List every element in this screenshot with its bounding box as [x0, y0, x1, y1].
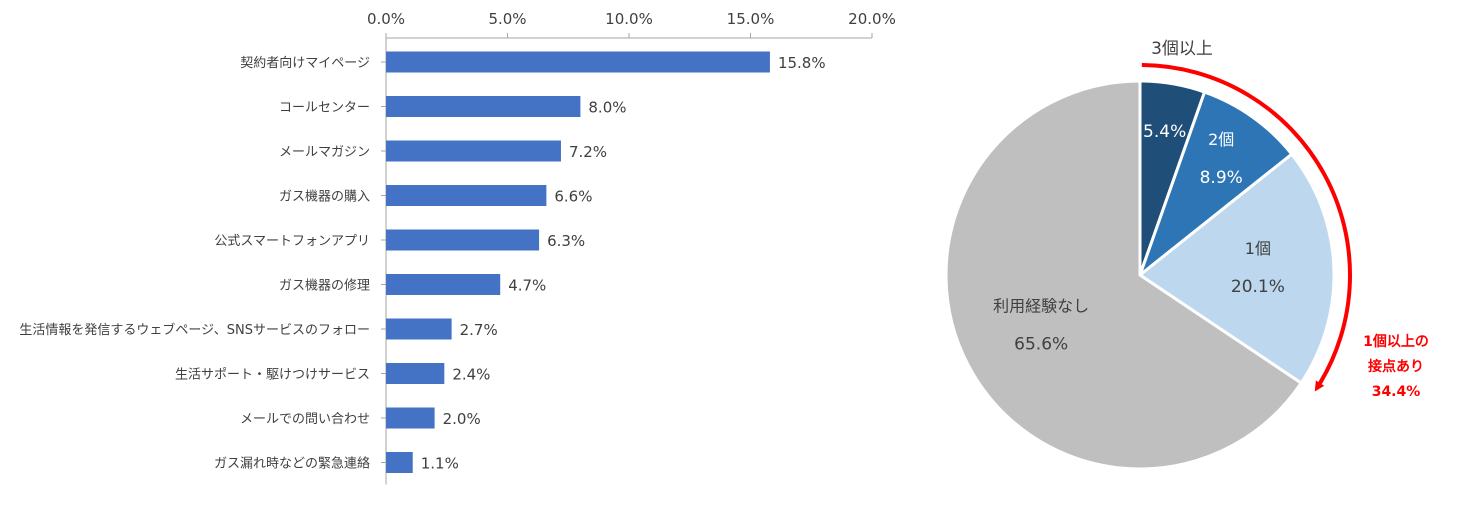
bar: [386, 229, 540, 251]
bar: [386, 185, 547, 206]
bar-value-label: 4.7%: [508, 277, 546, 295]
category-label: コールセンター: [279, 101, 370, 116]
pie-slice-value: 8.9%: [1200, 168, 1243, 188]
pie-slice-value: 20.1%: [1231, 277, 1285, 297]
bar-value-label: 6.3%: [547, 232, 585, 250]
pie-slice-label: 1個: [1245, 239, 1271, 258]
x-tick-label: 0.0%: [367, 10, 405, 28]
bar: [386, 318, 452, 340]
category-label: 契約者向けマイページ: [240, 55, 370, 71]
bar: [386, 452, 413, 473]
bar: [386, 274, 501, 295]
pie-chart: 5.4% 2個 8.9% 1個 20.1% 利用経験なし 65.6% 3個以上 1個以上の接点あ…: [944, 39, 1429, 471]
bar-chart: 0.0% 5.0% 10.0% 15.0% 20.0% 契約者向けマイページ 15.8% コー…: [19, 10, 896, 485]
bar-value-label: 7.2%: [569, 143, 607, 161]
pie-slice: [1138, 152, 1336, 385]
category-label: ガス機器の修理: [279, 279, 370, 294]
bracket-annotation-line: 接点あり: [1368, 358, 1424, 375]
bar: [386, 96, 581, 117]
x-tick-label: 15.0%: [727, 10, 775, 28]
bar: [386, 140, 561, 162]
bar-value-label: 2.4%: [452, 366, 490, 384]
category-label: ガス機器の購入: [279, 190, 370, 205]
bar-value-label: 15.8%: [778, 54, 826, 72]
pie-slice-value: 5.4%: [1143, 122, 1186, 142]
pie-slice-label: 2個: [1208, 130, 1234, 149]
bracket-annotation-line: 34.4%: [1372, 384, 1421, 400]
bar: [386, 363, 445, 384]
category-label: 生活サポート・駆けつけサービス: [175, 368, 370, 383]
x-tick-label: 5.0%: [488, 10, 526, 28]
bracket-annotation-line: 1個以上の: [1363, 333, 1429, 350]
bar-value-label: 8.0%: [588, 99, 626, 117]
x-tick-label: 20.0%: [848, 10, 896, 28]
pie-top-label: 3個以上: [1151, 39, 1213, 59]
category-label: メールマガジン: [279, 145, 370, 160]
pie-slice-label: 利用経験なし: [993, 297, 1089, 316]
bar-value-label: 2.0%: [443, 410, 481, 428]
category-label: メールでの問い合わせ: [240, 412, 370, 427]
pie-slice: [1138, 90, 1294, 277]
category-label: 公式スマートフォンアプリ: [214, 234, 370, 249]
bar: [386, 407, 435, 429]
bar-value-label: 6.6%: [554, 188, 592, 206]
bracket-arrow: [1141, 63, 1352, 392]
category-label: 生活情報を発信するウェブページ、SNSサービスのフォロー: [19, 322, 370, 338]
bar-value-label: 1.1%: [421, 455, 459, 473]
bar: [386, 51, 770, 73]
pie-slice: [944, 79, 1303, 471]
pie-slice-value: 65.6%: [1014, 335, 1068, 355]
category-label: ガス漏れ時などの緊急連絡: [214, 456, 370, 472]
x-tick-label: 10.0%: [605, 10, 653, 28]
bar-value-label: 2.7%: [460, 321, 498, 339]
